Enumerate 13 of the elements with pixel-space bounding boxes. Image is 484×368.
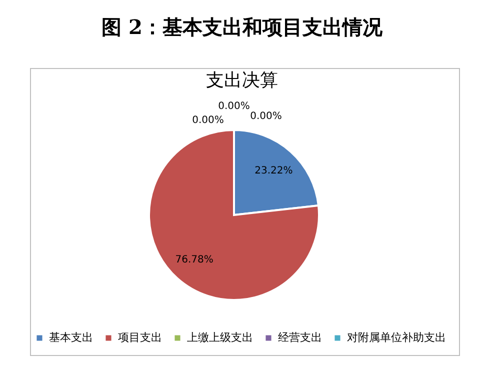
chart-title: 图 2：基本支出和项目支出情况 (100, 14, 384, 41)
legend-label: 项目支出 (118, 330, 162, 344)
legend-label: 经营支出 (278, 330, 322, 344)
chart-subtitle: 支出决算 (206, 70, 278, 91)
text: 0.00% (192, 115, 224, 126)
text: 0.00% (250, 111, 282, 122)
data-label: 23.22% (254, 166, 293, 177)
pie-slice (148, 129, 320, 301)
legend-label: 上缴上级支出 (187, 330, 253, 344)
data-label: 76.78% (175, 254, 214, 266)
legend-label: 基本支出 (49, 330, 93, 344)
legend-label: 对附属单位补助支出 (347, 330, 446, 344)
text: 0.00% (218, 101, 250, 112)
